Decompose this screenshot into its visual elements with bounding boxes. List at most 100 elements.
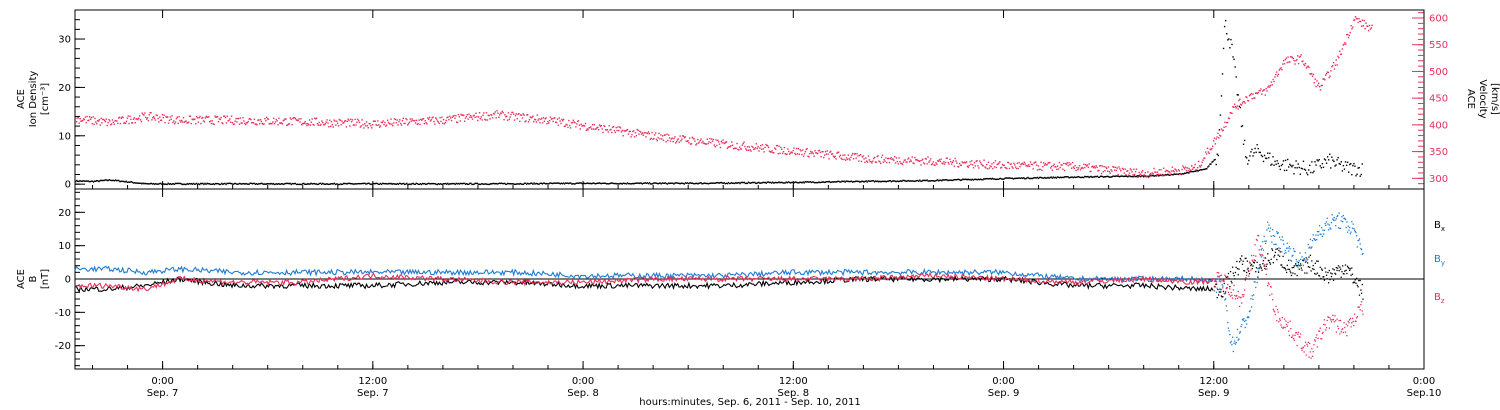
top-data-point	[265, 183, 267, 185]
series-Bz-point	[1335, 320, 1337, 322]
top-data-point	[1004, 166, 1006, 169]
top-data-point	[1339, 50, 1341, 53]
top-data-point	[322, 121, 324, 124]
top-data-point	[1302, 60, 1304, 62]
top-data-point	[879, 161, 881, 163]
top-data-point	[826, 150, 828, 152]
top-data-point	[1347, 36, 1350, 39]
top-data-point	[259, 119, 262, 121]
top-data-point	[1183, 166, 1185, 169]
top-data-point	[382, 120, 384, 122]
top-left-tick-label: 10	[58, 131, 71, 142]
top-data-point	[261, 182, 263, 185]
top-data-point	[597, 182, 599, 185]
top-data-point	[1333, 68, 1336, 70]
top-data-point	[930, 180, 933, 182]
top-data-point	[623, 129, 625, 132]
top-data-point	[495, 117, 497, 119]
top-data-point	[532, 115, 534, 118]
top-data-point	[190, 122, 193, 125]
series-Bz-point	[1266, 268, 1268, 270]
top-data-point	[1240, 103, 1242, 106]
top-data-point	[1242, 143, 1245, 145]
top-data-point	[621, 129, 624, 132]
top-data-point	[962, 178, 964, 180]
top-data-point	[931, 180, 934, 182]
top-data-point	[1282, 59, 1285, 62]
series-By-point	[1252, 298, 1254, 300]
top-data-point	[320, 123, 322, 126]
top-data-point	[94, 180, 97, 183]
top-data-point	[503, 118, 505, 121]
top-data-point	[636, 182, 638, 184]
series-By-point	[1265, 240, 1267, 242]
top-data-point	[183, 183, 185, 185]
series-Bx-point	[1297, 264, 1299, 267]
top-data-point	[670, 138, 673, 140]
top-data-point	[368, 182, 370, 185]
series-Bx-point	[1251, 267, 1253, 270]
top-data-point	[240, 183, 242, 185]
top-data-point	[1049, 161, 1051, 164]
top-data-point	[998, 162, 1000, 164]
series-Bz-point	[1254, 244, 1256, 246]
top-data-point	[607, 183, 610, 185]
top-data-point	[338, 118, 341, 121]
top-data-point	[1303, 168, 1306, 170]
top-data-point	[1007, 161, 1010, 164]
top-data-point	[741, 144, 744, 146]
top-data-point	[1205, 151, 1207, 153]
top-data-point	[647, 132, 649, 135]
top-data-point	[91, 180, 94, 182]
top-data-point	[1353, 162, 1355, 165]
top-data-point	[517, 113, 519, 116]
top-data-point	[867, 180, 869, 182]
top-data-point	[311, 118, 313, 120]
top-data-point	[755, 182, 757, 185]
top-data-point	[101, 122, 103, 124]
top-data-point	[217, 120, 220, 123]
top-data-point	[1235, 107, 1238, 109]
top-data-point	[546, 183, 549, 185]
top-data-point	[229, 182, 231, 185]
top-data-point	[1113, 175, 1115, 178]
top-data-point	[677, 182, 679, 184]
top-data-point	[231, 183, 234, 185]
series-Bz-point	[1285, 323, 1288, 326]
top-data-point	[132, 118, 135, 121]
top-data-point	[573, 121, 575, 123]
series-Bz-point	[1329, 317, 1331, 319]
top-data-point	[986, 163, 988, 166]
top-data-point	[1262, 89, 1265, 91]
series-Bx-point	[1231, 266, 1234, 268]
top-data-point	[1031, 163, 1033, 166]
series-By-point	[1356, 246, 1359, 248]
series-By-point	[1236, 328, 1239, 331]
top-data-point	[790, 151, 793, 153]
top-data-point	[1324, 159, 1327, 161]
top-data-point	[90, 180, 93, 182]
top-data-point	[287, 182, 289, 185]
top-data-point	[1087, 166, 1090, 168]
top-data-point	[303, 182, 305, 185]
top-data-point	[432, 116, 434, 118]
top-data-point	[184, 120, 186, 123]
top-data-point	[253, 182, 256, 185]
top-data-point	[784, 153, 786, 155]
top-data-point	[92, 181, 95, 183]
top-data-point	[331, 183, 333, 185]
top-data-point	[878, 181, 880, 183]
top-data-point	[1034, 177, 1037, 179]
top-data-point	[330, 121, 333, 123]
top-data-point	[1109, 176, 1111, 178]
series-Bz-point	[1229, 295, 1232, 297]
series-Bx-point	[1295, 265, 1298, 267]
top-data-point	[360, 125, 362, 127]
series-Bz-point	[1236, 297, 1239, 299]
top-data-point	[564, 182, 567, 184]
top-data-point	[1199, 166, 1202, 168]
top-data-point	[610, 182, 612, 184]
top-data-point	[663, 182, 666, 185]
